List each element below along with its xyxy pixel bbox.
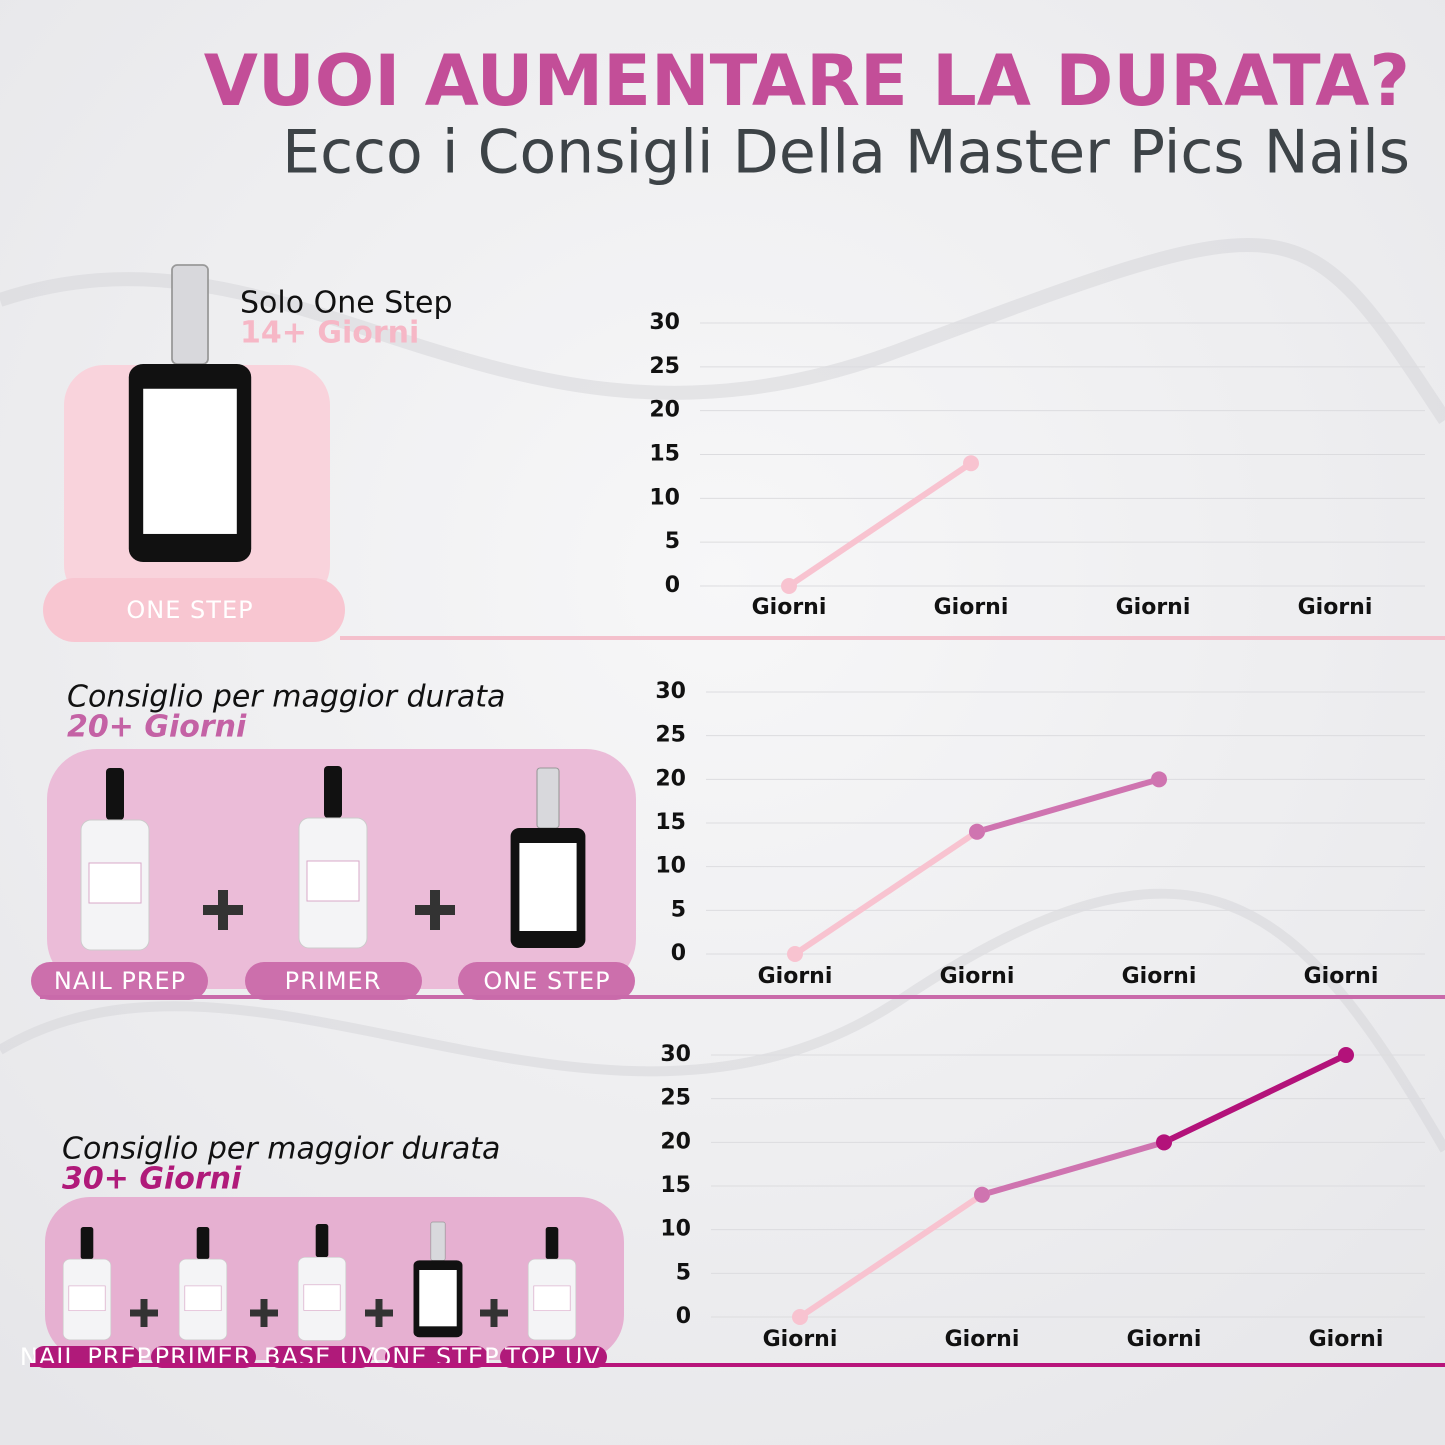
x-tick-label: Giorni [1127, 1327, 1202, 1352]
y-tick-label: 25 [655, 723, 686, 748]
y-tick-label: 30 [655, 679, 686, 704]
plus-sign [130, 1299, 508, 1327]
data-point [1338, 1047, 1354, 1063]
product-label: NAIL PREP [54, 967, 186, 995]
data-point [787, 946, 803, 962]
product-label: ONE STEP [126, 596, 253, 624]
product-pill [458, 962, 635, 1000]
data-point [1151, 771, 1167, 788]
y-tick-label: 20 [660, 1129, 691, 1154]
data-point [781, 578, 797, 594]
y-tick-label: 20 [655, 766, 686, 791]
x-tick-label: Giorni [1304, 964, 1379, 989]
y-tick-label: 5 [665, 529, 680, 554]
product-pill [245, 962, 422, 1000]
y-tick-label: 15 [649, 442, 680, 467]
y-tick-label: 10 [660, 1217, 691, 1242]
y-tick-label: 0 [671, 941, 686, 966]
data-point [1156, 1134, 1172, 1151]
panel-duration: 30+ Giorni [62, 1162, 242, 1197]
x-tick-label: Giorni [752, 595, 827, 620]
product-pill [31, 962, 208, 1000]
data-line [793, 829, 979, 957]
x-tick-label: Giorni [763, 1327, 838, 1352]
x-tick-label: Giorni [945, 1327, 1020, 1352]
plus-sign [203, 890, 455, 930]
panel-duration: 14+ Giorni [240, 316, 419, 351]
x-tick-label: Giorni [758, 964, 833, 989]
y-tick-label: 10 [655, 854, 686, 879]
marble-vein [0, 888, 1445, 1153]
x-tick-label: Giorni [1298, 595, 1373, 620]
x-tick-label: Giorni [1116, 595, 1191, 620]
data-point [974, 1186, 990, 1203]
panel-heading: Consiglio per maggior durata [67, 680, 505, 715]
product-label: ONE STEP [483, 967, 610, 995]
y-tick-label: 10 [649, 485, 680, 510]
panel-heading: Solo One Step [240, 286, 453, 321]
y-tick-label: 15 [660, 1173, 691, 1198]
data-point [963, 455, 979, 472]
y-tick-label: 30 [660, 1042, 691, 1067]
x-tick-label: Giorni [1122, 964, 1197, 989]
data-line [787, 460, 973, 589]
product-pills [33, 1346, 607, 1368]
x-tick-label: Giorni [1309, 1327, 1384, 1352]
data-line [981, 1139, 1165, 1198]
y-tick-label: 0 [676, 1304, 691, 1329]
y-tick-label: 20 [649, 398, 680, 423]
panel-duration: 20+ Giorni [67, 710, 247, 745]
x-tick-label: Giorni [934, 595, 1009, 620]
title: VUOI AUMENTARE LA DURATA? [204, 40, 1410, 122]
product-pill [43, 578, 345, 642]
x-tick-label: Giorni [940, 964, 1015, 989]
y-tick-label: 30 [649, 310, 680, 335]
y-tick-label: 15 [655, 810, 686, 835]
marble-vein [0, 238, 1445, 424]
y-tick-label: 0 [665, 573, 680, 598]
y-tick-label: 5 [676, 1260, 691, 1285]
y-tick-label: 5 [671, 897, 686, 922]
y-tick-label: 25 [649, 354, 680, 379]
data-point [792, 1309, 808, 1325]
product-label: PRIMER [285, 967, 382, 995]
y-tick-label: 25 [660, 1086, 691, 1111]
panel-heading: Consiglio per maggior durata [62, 1132, 500, 1167]
data-point [969, 823, 985, 840]
data-line [1162, 1052, 1348, 1146]
data-line [976, 776, 1160, 835]
subtitle: Ecco i Consigli Della Master Pics Nails [282, 118, 1410, 188]
data-line [798, 1192, 984, 1320]
